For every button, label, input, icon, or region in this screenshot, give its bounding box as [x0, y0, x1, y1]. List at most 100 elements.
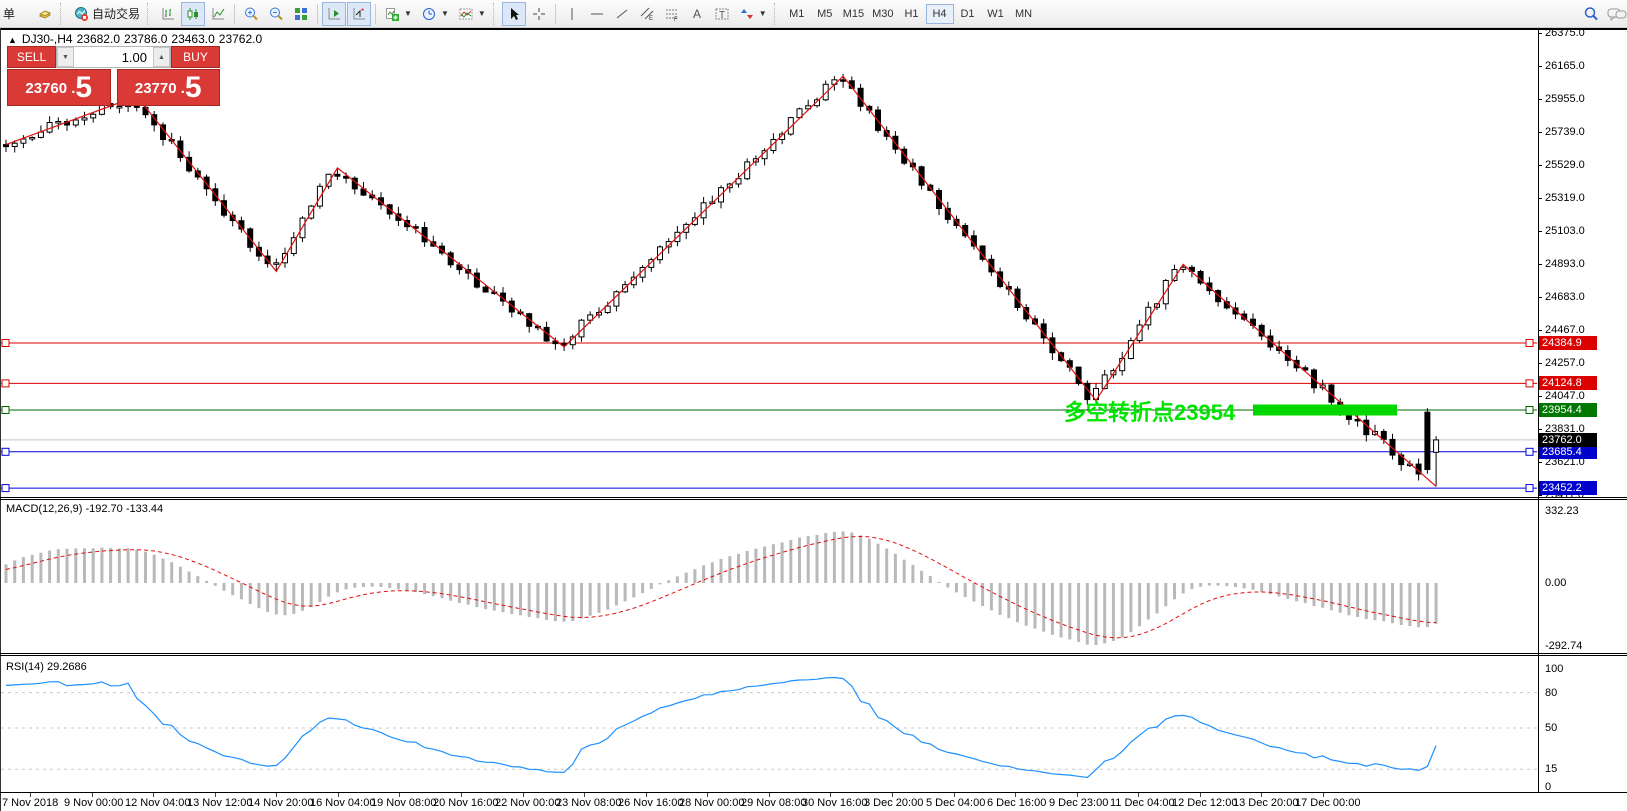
price-axis-tickmark	[1538, 396, 1542, 397]
time-axis-label: 12 Nov 04:00	[125, 797, 191, 809]
horizontal-line-tool-button[interactable]	[585, 2, 609, 26]
rsi-axis-label: 100	[1545, 663, 1564, 675]
timeframe-MN[interactable]: MN	[1014, 7, 1033, 20]
price-tag: 23685.4	[1539, 445, 1597, 459]
fibonacci-tool-button[interactable]: F	[660, 2, 684, 26]
time-axis-label: 20 Nov 16:00	[433, 797, 499, 809]
pane-splitter[interactable]	[0, 497, 1627, 498]
time-axis-tickmark	[523, 793, 524, 797]
new-order-button[interactable]: 订单	[2, 2, 32, 26]
buy-button[interactable]: BUY	[171, 46, 220, 68]
pivot-highlight-bar[interactable]	[1253, 404, 1397, 416]
chart-shift-icon	[328, 7, 341, 19]
ohlc-close: 23762.0	[218, 32, 263, 46]
time-axis-label: 30 Nov 16:00	[802, 797, 868, 809]
auto-scroll-button[interactable]: *	[347, 1, 372, 26]
svg-text:E: E	[649, 16, 653, 22]
tile-windows-button[interactable]	[289, 2, 313, 26]
svg-text:*: *	[361, 7, 364, 16]
timeframe-H4[interactable]: H4	[925, 3, 954, 24]
zoom-in-button[interactable]	[239, 2, 263, 26]
volume-input[interactable]: 1.00	[121, 49, 147, 65]
chat-bubble-icon	[1607, 8, 1627, 21]
price-axis-tickmark	[1538, 429, 1542, 430]
horizontal-level-lines[interactable]	[1, 339, 1537, 493]
period-dropdown-button[interactable]: ▼	[417, 2, 453, 26]
pane-splitter[interactable]	[0, 499, 1627, 500]
chat-button[interactable]	[1603, 2, 1627, 26]
bar-chart-type-button[interactable]	[156, 2, 180, 26]
arrows-tool-dropdown-button[interactable]: ▼	[735, 2, 771, 26]
volume-up-button[interactable]: ▲	[153, 47, 170, 67]
rsi-axis-label: 0	[1545, 781, 1552, 793]
candlestick-chart-type-button[interactable]	[181, 1, 206, 26]
indicators-dropdown-button[interactable]: ▼	[454, 2, 490, 26]
crosshair-button[interactable]	[527, 2, 551, 26]
text-tool-button[interactable]: A	[685, 2, 709, 26]
text-label-icon: T	[715, 8, 729, 21]
price-axis-label: 25739.0	[1545, 126, 1585, 139]
candlestick-icon	[187, 7, 199, 20]
volume-down-button[interactable]: ▼	[57, 47, 74, 67]
cursor-button[interactable]	[501, 1, 526, 26]
price-axis-tickmark	[1538, 33, 1542, 34]
chart-shift-button[interactable]	[322, 1, 347, 26]
price-axis-label: 24893.0	[1545, 257, 1585, 270]
rsi-indicator-label: RSI(14) 29.2686	[6, 661, 87, 673]
price-tag: 23762.0	[1539, 433, 1597, 447]
timeframe-M1[interactable]: M1	[789, 7, 805, 20]
rsi-axis-label: 80	[1545, 687, 1558, 699]
new-order-label: 订单	[3, 7, 16, 21]
time-axis-tickmark	[1200, 793, 1201, 797]
chevron-down-icon: ▼	[477, 9, 486, 18]
timeframe-M5[interactable]: M5	[817, 7, 833, 20]
timeframe-M15[interactable]: M15	[842, 7, 865, 20]
line-chart-type-button[interactable]	[206, 2, 230, 26]
text-label-tool-button[interactable]: T	[710, 2, 734, 26]
autotrading-icon	[75, 6, 88, 21]
autotrading-button[interactable]: 自动交易	[69, 2, 144, 26]
timeframe-H1[interactable]: H1	[904, 7, 919, 20]
rsi-axis-label: 50	[1545, 722, 1558, 734]
pivot-annotation-text[interactable]: 多空转折点23954	[1064, 400, 1236, 425]
toolbar-separator	[234, 3, 236, 24]
channel-tool-button[interactable]: E	[635, 2, 659, 26]
timeframe-W1[interactable]: W1	[987, 7, 1004, 20]
vertical-line-tool-button[interactable]	[560, 2, 584, 26]
trendline-tool-button[interactable]	[610, 2, 634, 26]
price-axis-label: 23831.0	[1545, 423, 1585, 436]
tile-windows-icon	[295, 7, 308, 20]
new-chart-dropdown-button[interactable]: ▼	[380, 2, 416, 26]
time-axis-label: 12 Dec 12:00	[1172, 797, 1238, 809]
collapse-arrow-icon[interactable]: ▲	[8, 35, 17, 45]
zoom-out-button[interactable]	[264, 2, 288, 26]
indicators-icon	[459, 8, 473, 19]
sell-button[interactable]: SELL	[7, 46, 56, 68]
timeframe-M30[interactable]: M30	[872, 7, 894, 20]
timeframe-D1[interactable]: D1	[960, 7, 975, 20]
buy-price-button[interactable]: 23770 .5	[116, 69, 220, 106]
price-axis-tickmark	[1538, 330, 1542, 331]
price-tag: 23954.4	[1539, 403, 1597, 417]
zoom-out-icon	[270, 7, 283, 20]
time-axis-label: 22 Nov 00:00	[495, 797, 561, 809]
macd-axis-label: -292.74	[1545, 640, 1583, 652]
price-axis-label: 25103.0	[1545, 225, 1585, 238]
pane-splitter[interactable]	[0, 655, 1627, 656]
time-axis-label: 19 Nov 08:00	[371, 797, 437, 809]
pane-splitter[interactable]	[0, 653, 1627, 654]
time-axis-label: 23 Nov 08:00	[556, 797, 622, 809]
history-book-icon	[38, 9, 52, 19]
horizontal-line-icon	[590, 13, 603, 14]
candlestick-chart[interactable]: 多空转折点23954	[0, 28, 1627, 811]
time-axis-label: 29 Nov 08:00	[741, 797, 807, 809]
new-chart-icon	[386, 7, 400, 21]
history-book-icon-button[interactable]	[33, 2, 57, 26]
macd-indicator-label: MACD(12,26,9) -192.70 -133.44	[6, 503, 164, 515]
toolbar-grip	[60, 2, 66, 25]
time-axis-tickmark	[153, 793, 154, 797]
sell-price-button[interactable]: 23760 .5	[7, 69, 111, 106]
search-button[interactable]	[1579, 2, 1603, 26]
time-axis-label: 16 Nov 04:00	[310, 797, 376, 809]
